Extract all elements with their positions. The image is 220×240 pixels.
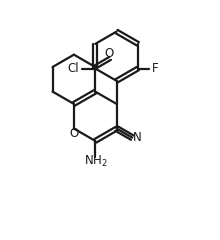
Text: NH$_2$: NH$_2$ (84, 154, 108, 169)
Text: Cl: Cl (68, 62, 79, 75)
Text: N: N (133, 131, 141, 144)
Text: O: O (104, 47, 114, 60)
Text: O: O (69, 127, 79, 140)
Text: F: F (152, 62, 158, 75)
